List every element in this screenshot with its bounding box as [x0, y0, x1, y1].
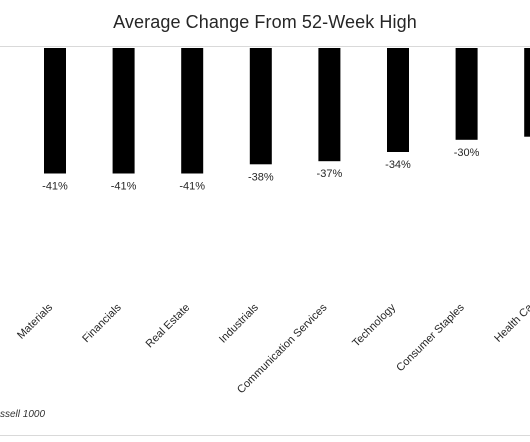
value-label: -38% — [248, 171, 274, 183]
bar-consumer-staples — [455, 48, 478, 140]
value-label: -34% — [385, 159, 411, 171]
category-label: Financials — [80, 301, 124, 345]
title-bar: Average Change From 52-Week High — [0, 0, 530, 47]
category-label: Real Estate — [144, 302, 193, 351]
value-label: -41% — [179, 181, 205, 193]
category-label: Industrials — [217, 301, 261, 345]
bar-technology — [387, 48, 409, 152]
chart-title: Average Change From 52-Week High — [113, 12, 417, 32]
category-label: Technology — [350, 301, 398, 349]
category-label: Health Ca — [492, 301, 530, 345]
value-label: -37% — [317, 168, 343, 180]
category-label: Consumer Staples — [394, 301, 467, 374]
bar-financials — [112, 48, 135, 174]
value-label: -30% — [454, 147, 480, 159]
chart-footnote: ssell 1000 — [0, 409, 46, 420]
value-label: -41% — [111, 181, 137, 193]
bar-health-ca — [524, 48, 530, 137]
bar-chart-plot: -41% Materials -41% Financials -41% Real Esta… — [15, 48, 530, 396]
bar-materials — [44, 48, 66, 174]
category-label: Materials — [15, 301, 55, 341]
value-label: -41% — [42, 181, 68, 193]
bar-real-estate — [181, 48, 204, 174]
bottom-divider — [0, 435, 530, 436]
bar-industrials — [249, 48, 272, 165]
bar-communication-services — [318, 48, 341, 162]
